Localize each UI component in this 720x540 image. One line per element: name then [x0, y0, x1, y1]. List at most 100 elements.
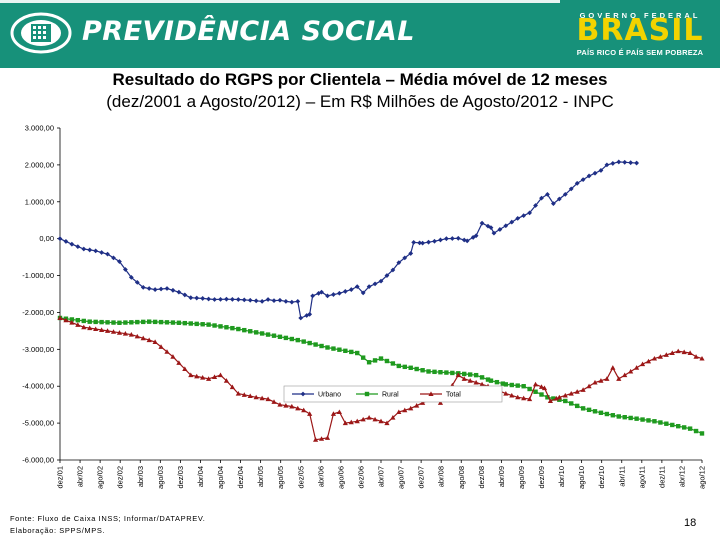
- total-point: [420, 400, 426, 405]
- x-tick-label: dez/07: [417, 466, 426, 489]
- urbano-point: [372, 281, 378, 287]
- rural-point: [658, 420, 663, 425]
- total-point: [657, 354, 663, 359]
- rural-point: [206, 322, 211, 327]
- total-point: [693, 354, 699, 359]
- x-tick-label: abr/03: [136, 466, 145, 487]
- rural-point: [664, 421, 669, 426]
- rural-point: [69, 317, 75, 322]
- urbano-point: [331, 292, 336, 297]
- rural-point: [99, 319, 104, 325]
- rural-point: [236, 326, 241, 332]
- urbano-point: [533, 203, 538, 208]
- total-point: [473, 379, 479, 385]
- total-point: [592, 379, 598, 385]
- urbano-point: [188, 295, 194, 301]
- total-point: [521, 395, 527, 401]
- total-point: [414, 402, 420, 408]
- rural-point: [313, 342, 318, 347]
- total-point: [538, 384, 545, 389]
- total-point: [182, 366, 188, 372]
- x-tick-label: dez/10: [597, 466, 606, 489]
- urbano-point: [556, 196, 562, 202]
- total-point: [628, 368, 634, 374]
- rural-point: [515, 383, 520, 388]
- rural-point: [93, 319, 98, 325]
- urbano-point: [503, 223, 509, 229]
- rural-point: [265, 332, 271, 337]
- urbano-point: [298, 315, 304, 321]
- urbano-point: [592, 170, 598, 176]
- total-point: [99, 327, 105, 332]
- rural-point: [622, 415, 627, 420]
- total-point: [532, 381, 539, 387]
- urbano-point: [464, 238, 470, 244]
- header-stripe: [0, 0, 560, 3]
- total-point: [75, 322, 81, 327]
- x-tick-label: ago/11: [637, 466, 646, 488]
- urbano-point: [562, 192, 568, 197]
- rural-point: [176, 320, 182, 325]
- total-point: [580, 387, 586, 392]
- urbano-point: [99, 250, 105, 255]
- rural-point: [271, 333, 277, 338]
- total-point: [467, 378, 473, 383]
- x-tick-label: dez/08: [477, 466, 486, 489]
- rural-point: [687, 426, 693, 431]
- urbano-point: [122, 267, 128, 272]
- x-tick-label: abr/02: [76, 466, 85, 487]
- x-tick-label: abr/07: [377, 466, 386, 487]
- urbano-point: [218, 296, 223, 302]
- total-point: [122, 331, 128, 336]
- urbano-point: [75, 244, 81, 249]
- urbano-point: [81, 246, 87, 252]
- total-point: [556, 394, 562, 400]
- total-point: [616, 376, 622, 381]
- urbano-point: [455, 235, 461, 241]
- total-point: [527, 396, 533, 402]
- rural-point: [574, 403, 580, 409]
- urbano-point: [420, 240, 426, 246]
- x-tick-label: abr/04: [196, 466, 205, 487]
- rural-point: [123, 320, 128, 325]
- total-point: [128, 331, 134, 337]
- x-tick-label: dez/06: [356, 466, 365, 489]
- total-point: [247, 393, 253, 399]
- rural-point: [592, 409, 598, 414]
- total-point: [93, 326, 99, 332]
- source-text: Fonte: Fluxo de Caixa INSS; Informar/DAT…: [10, 514, 206, 523]
- urbano-point: [432, 238, 437, 244]
- rural-point: [319, 343, 324, 349]
- urbano-point: [628, 160, 634, 166]
- total-point: [194, 373, 200, 379]
- rural-point: [170, 320, 176, 325]
- rural-point: [634, 416, 639, 421]
- rural-point: [372, 358, 378, 363]
- urbano-point: [200, 296, 206, 301]
- title-line-1: Resultado do RGPS por Clientela – Média …: [112, 70, 608, 89]
- x-tick-label: dez/04: [236, 466, 245, 489]
- total-point: [568, 391, 574, 396]
- rural-point: [141, 319, 146, 325]
- rural-point: [509, 382, 514, 388]
- total-point: [681, 349, 687, 355]
- elaboration-text: Elaboração: SPPS/MPS.: [10, 526, 106, 535]
- total-point: [574, 389, 580, 394]
- y-tick-label: -2.000,00: [22, 308, 54, 317]
- urbano-point: [604, 162, 610, 168]
- total-point: [318, 436, 325, 441]
- urbano-point: [319, 289, 324, 295]
- total-point: [503, 391, 509, 396]
- previdencia-logo-icon: [10, 12, 72, 54]
- rural-point: [569, 401, 574, 406]
- total-point: [384, 420, 390, 426]
- urbano-point: [598, 168, 604, 173]
- rural-point: [467, 372, 473, 377]
- urbano-point: [229, 296, 235, 302]
- total-point: [461, 376, 467, 381]
- total-point: [265, 396, 271, 402]
- rural-point: [545, 395, 550, 400]
- urbano-point: [443, 236, 449, 242]
- total-point: [170, 354, 176, 359]
- total-point: [455, 372, 461, 378]
